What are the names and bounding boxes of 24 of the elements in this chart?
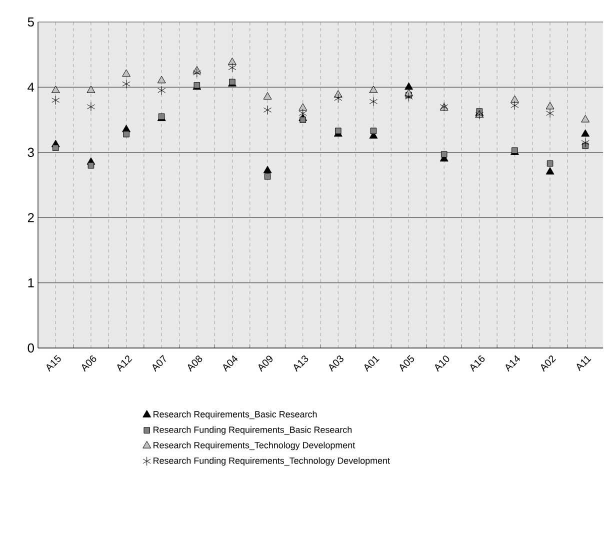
- x-tick-label: A16: [470, 356, 485, 372]
- legend-label: Research Funding Requirements_Technology Development: [154, 457, 390, 466]
- x-tick-label: A11: [576, 356, 592, 372]
- x-tick-label: A12: [117, 356, 132, 372]
- x-tick-label: A06: [82, 356, 96, 372]
- x-tick-label: A10: [435, 356, 450, 372]
- x-tick-label: A08: [188, 356, 202, 372]
- x-tick-label: A02: [540, 356, 556, 372]
- x-tick-label: A04: [223, 355, 238, 372]
- x-tick-label: A03: [329, 356, 344, 372]
- y-tick-label: 5: [28, 17, 34, 27]
- y-tick-label: 3: [28, 148, 34, 157]
- x-tick-label: A13: [294, 356, 308, 372]
- y-tick-label: 4: [28, 82, 34, 92]
- x-tick-label: A15: [46, 354, 61, 372]
- legend-label: Research Requirements_Basic Research: [154, 410, 317, 420]
- y-tick-label: 0: [28, 343, 34, 353]
- x-tick-label: A14: [506, 355, 520, 372]
- legend-label: Research Requirements_Technology Development: [154, 442, 356, 450]
- legend-label: Research Funding Requirements_Basic Research: [154, 426, 352, 435]
- y-tick-label: 1: [28, 278, 34, 288]
- x-tick-label: A09: [258, 356, 273, 372]
- x-tick-label: A01: [364, 356, 380, 372]
- y-tick-label: 2: [28, 213, 34, 222]
